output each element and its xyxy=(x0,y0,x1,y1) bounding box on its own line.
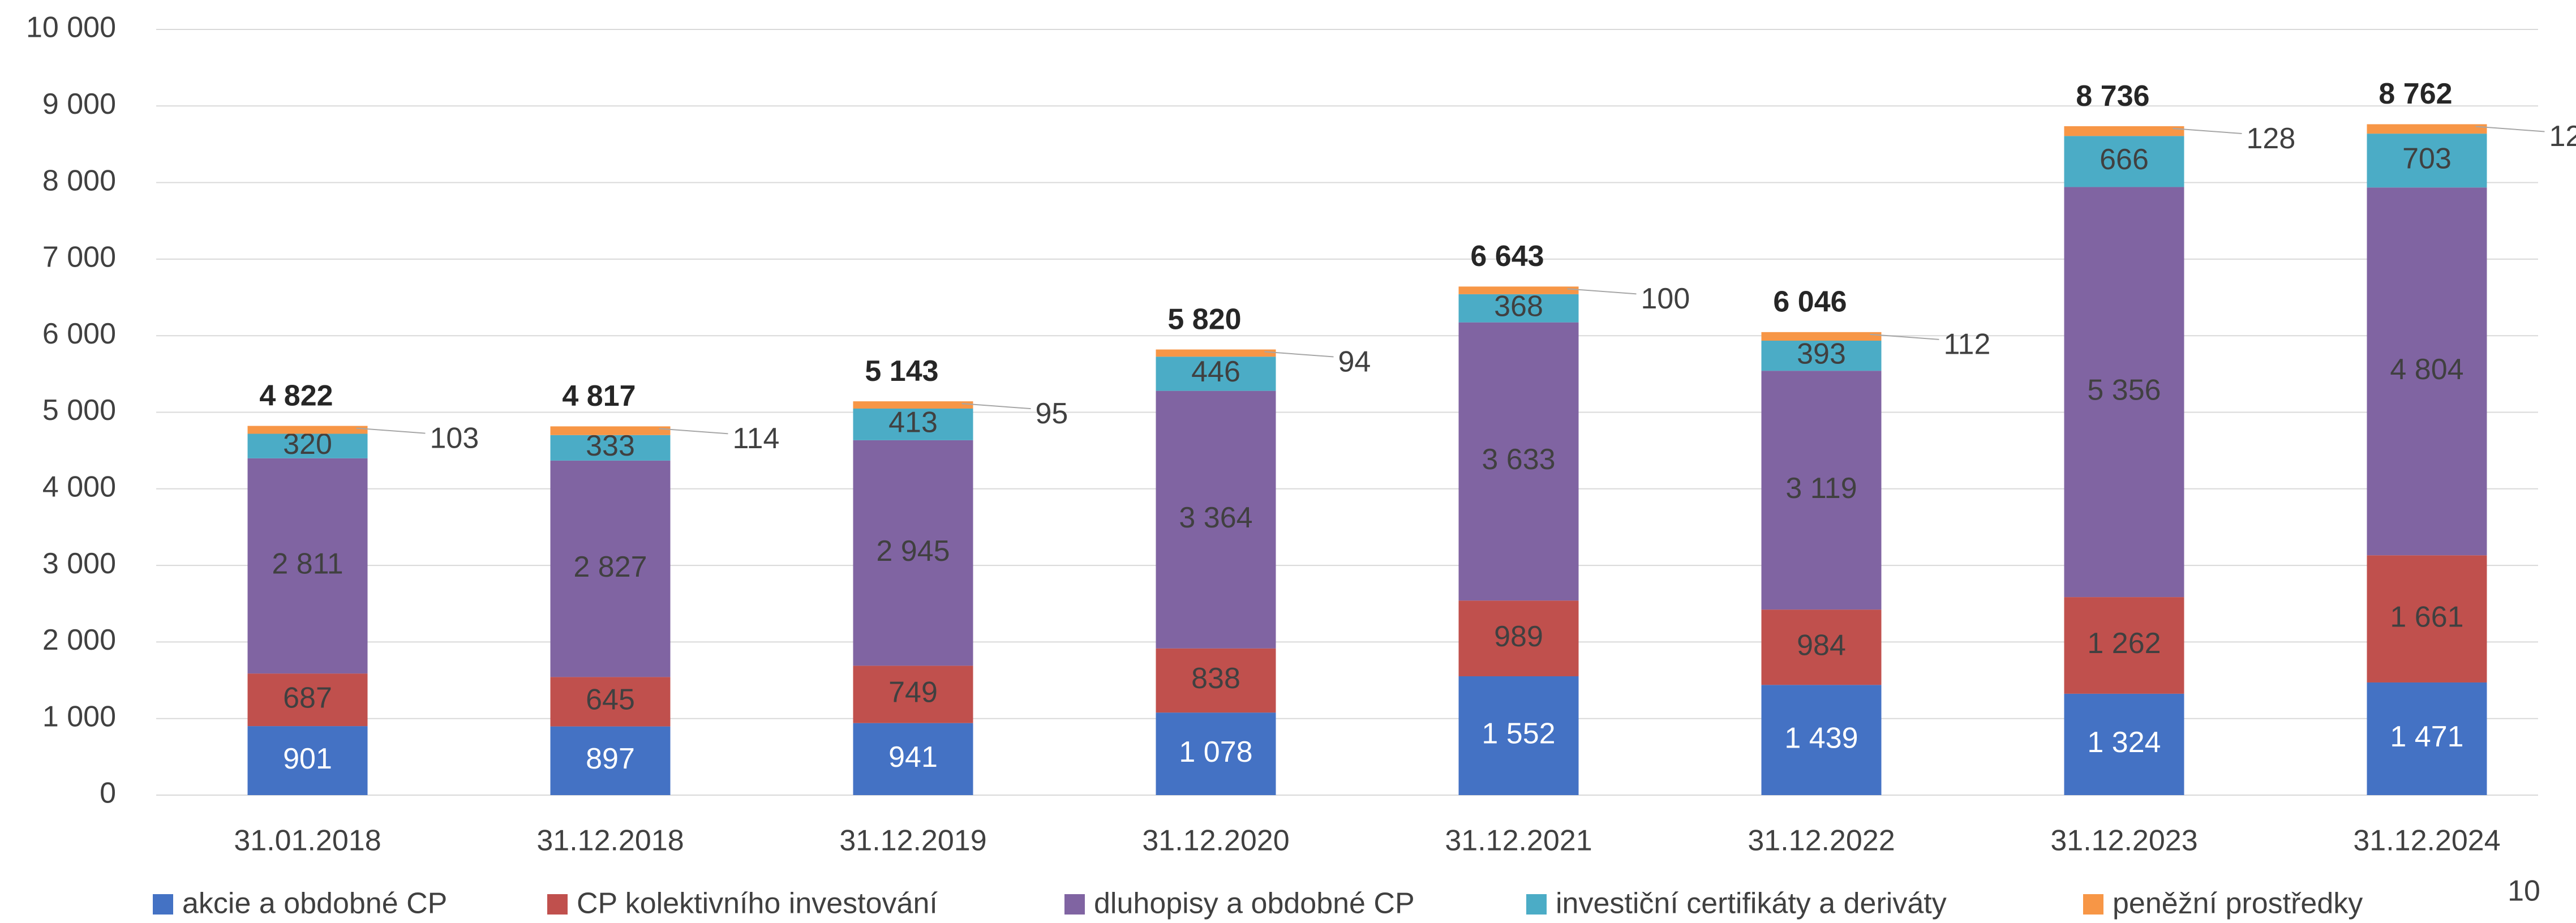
data-label: 94 xyxy=(1338,345,1371,378)
bar-segment xyxy=(1156,350,1276,357)
data-label: 3 364 xyxy=(1179,501,1252,534)
bar-segment xyxy=(1762,332,1882,341)
data-label: 1 661 xyxy=(2390,600,2463,633)
data-label: 95 xyxy=(1036,397,1068,430)
data-label: 2 811 xyxy=(272,548,343,581)
data-label: 123 xyxy=(2549,120,2576,153)
data-label: 446 xyxy=(1191,355,1240,388)
bar-segment xyxy=(1459,286,1579,294)
data-label: 1 078 xyxy=(1179,736,1252,769)
data-label: 5 356 xyxy=(2087,374,2161,407)
data-label: 984 xyxy=(1797,629,1846,662)
y-tick-label: 7 000 xyxy=(42,241,116,274)
data-label: 128 xyxy=(2247,122,2296,155)
bar-segment xyxy=(248,426,368,434)
bar-segment xyxy=(2367,125,2487,134)
data-label: 687 xyxy=(283,681,332,714)
total-label: 5 143 xyxy=(865,355,938,388)
y-tick-label: 3 000 xyxy=(42,547,116,580)
data-label: 368 xyxy=(1494,290,1543,323)
data-label: 2 827 xyxy=(573,551,647,583)
data-label: 941 xyxy=(888,741,938,774)
bar-segment xyxy=(853,401,973,409)
y-tick-label: 10 000 xyxy=(26,11,116,44)
y-tick-label: 2 000 xyxy=(42,624,116,656)
bar-segment xyxy=(551,426,671,435)
legend-swatch xyxy=(547,894,568,915)
x-tick-label: 31.12.2020 xyxy=(1142,825,1289,857)
total-label: 4 822 xyxy=(259,379,333,412)
data-label: 114 xyxy=(733,422,780,455)
data-label: 1 439 xyxy=(1784,722,1858,754)
data-label: 3 119 xyxy=(1785,472,1857,505)
data-label: 749 xyxy=(888,676,938,709)
data-label: 2 945 xyxy=(876,535,950,568)
x-tick-label: 31.12.2023 xyxy=(2050,825,2197,857)
total-label: 6 643 xyxy=(1470,240,1544,273)
y-tick-label: 9 000 xyxy=(42,88,116,121)
x-tick-label: 31.12.2018 xyxy=(536,825,684,857)
data-label: 100 xyxy=(1641,282,1690,315)
x-tick-label: 31.12.2019 xyxy=(839,825,986,857)
legend-swatch xyxy=(1064,894,1085,915)
data-label: 703 xyxy=(2402,142,2452,175)
data-label: 112 xyxy=(1944,328,1991,361)
legend-swatch xyxy=(2083,894,2103,915)
data-label: 838 xyxy=(1191,662,1240,695)
x-tick-label: 31.12.2021 xyxy=(1445,825,1592,857)
data-label: 1 262 xyxy=(2087,627,2161,660)
data-label: 4 804 xyxy=(2390,353,2463,386)
legend-label: dluhopisy a obdobné CP xyxy=(1094,887,1415,920)
y-tick-label: 1 000 xyxy=(42,700,116,733)
data-label: 897 xyxy=(586,742,635,775)
total-label: 6 046 xyxy=(1773,286,1847,319)
y-tick-label: 8 000 xyxy=(42,164,116,197)
x-tick-label: 31.01.2018 xyxy=(234,825,381,857)
data-label: 666 xyxy=(2100,143,2149,176)
y-tick-label: 0 xyxy=(100,777,116,810)
total-label: 4 817 xyxy=(562,380,636,413)
data-label: 413 xyxy=(888,406,938,439)
legend-swatch xyxy=(1526,894,1547,915)
data-label: 1 552 xyxy=(1482,718,1555,750)
legend-swatch xyxy=(153,894,173,915)
data-label: 393 xyxy=(1797,337,1846,370)
page-number: 10 xyxy=(2508,875,2540,908)
chart: 10 0 1 000 2 000 3 000 4 000 5 000 6 000 7 000 8… xyxy=(0,0,2576,923)
data-label: 103 xyxy=(430,422,479,454)
x-tick-label: 31.12.2022 xyxy=(1748,825,1895,857)
data-label: 1 471 xyxy=(2390,720,2463,753)
y-tick-label: 5 000 xyxy=(42,394,116,427)
legend-label: CP kolektivního investování xyxy=(577,887,938,920)
total-label: 8 762 xyxy=(2378,78,2452,110)
data-label: 645 xyxy=(586,684,635,716)
y-tick-label: 4 000 xyxy=(42,471,116,504)
legend-label: akcie a obdobné CP xyxy=(182,887,447,920)
data-label: 901 xyxy=(283,742,332,775)
legend-label: peněžní prostředky xyxy=(2113,887,2363,920)
y-tick-label: 6 000 xyxy=(42,317,116,350)
data-label: 989 xyxy=(1494,620,1543,653)
page: 10 0 1 000 2 000 3 000 4 000 5 000 6 000 7 000 8… xyxy=(0,0,2576,923)
bar-segment xyxy=(2064,126,2184,136)
total-label: 8 736 xyxy=(2076,80,2149,113)
data-label: 1 324 xyxy=(2087,726,2161,759)
data-label: 3 633 xyxy=(1482,443,1555,476)
total-label: 5 820 xyxy=(1167,303,1241,336)
legend-label: investiční certifikáty a deriváty xyxy=(1556,887,1947,920)
x-tick-label: 31.12.2024 xyxy=(2353,825,2500,857)
